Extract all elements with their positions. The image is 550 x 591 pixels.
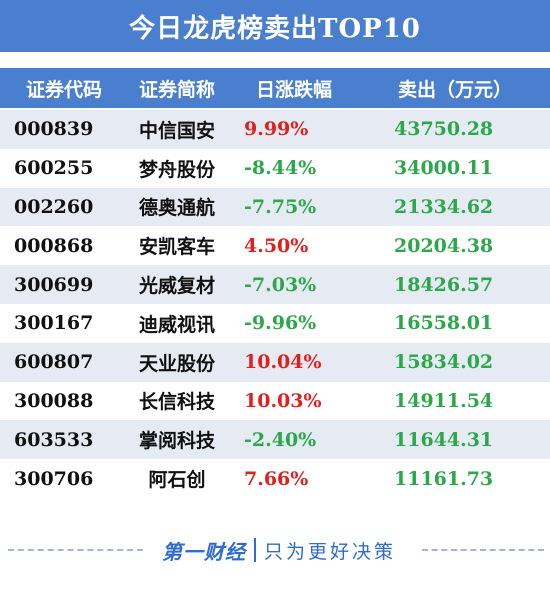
change-cell: 10.04%	[244, 351, 322, 374]
sell-cell: 16558.01	[394, 312, 494, 335]
sell-cell: 18426.57	[394, 273, 494, 296]
page-title: 今日龙虎榜卖出TOP10	[0, 0, 550, 52]
change-cell: -7.03%	[244, 273, 317, 296]
table-row: 002260 德奥通航 -7.75% 21334.62	[0, 187, 550, 227]
change-cell: 9.99%	[244, 118, 309, 141]
table-body: 000839 中信国安 9.99% 43750.28 600255 梦舟股份 -…	[0, 110, 550, 498]
sell-cell: 21334.62	[394, 195, 494, 218]
change-cell: -8.44%	[244, 157, 317, 180]
column-header-code: 证券代码	[25, 78, 102, 101]
change-cell: 4.50%	[244, 234, 309, 257]
name-cell: 梦舟股份	[138, 158, 215, 181]
sell-cell: 34000.11	[394, 157, 494, 180]
code-cell: 002260	[14, 195, 94, 218]
sell-cell: 11644.31	[394, 428, 494, 451]
logo-separator	[254, 538, 256, 562]
code-cell: 000868	[14, 234, 94, 257]
sell-cell: 43750.28	[394, 118, 494, 141]
change-cell: -9.96%	[244, 312, 317, 335]
brand-slogan: 只为更好决策	[264, 540, 397, 563]
table-row: 000839 中信国安 9.99% 43750.28	[0, 110, 550, 149]
table-row: 300699 光威复材 -7.03% 18426.57	[0, 265, 550, 304]
code-cell: 600255	[14, 157, 94, 180]
column-header-change: 日涨跌幅	[255, 78, 332, 101]
table-row: 600255 梦舟股份 -8.44% 34000.11	[0, 149, 550, 188]
column-header-name: 证券简称	[138, 78, 215, 101]
code-cell: 300088	[14, 389, 94, 412]
brand-name: 第一财经	[162, 539, 246, 564]
name-cell: 迪威视讯	[138, 313, 215, 336]
change-cell: -7.75%	[244, 195, 317, 218]
name-cell: 安凯客车	[138, 236, 215, 259]
code-cell: 603533	[14, 428, 94, 451]
table-row: 300088 长信科技 10.03% 14911.54	[0, 382, 550, 421]
table-row: 603533 掌阅科技 -2.40% 11644.31	[0, 420, 550, 460]
table-row: 600807 天业股份 10.04% 15834.02	[0, 342, 550, 382]
name-cell: 掌阅科技	[138, 430, 215, 453]
change-cell: 10.03%	[244, 389, 322, 412]
footer-divider-right	[422, 549, 544, 551]
table-header: 证券代码 证券简称 日涨跌幅 卖出（万元）	[0, 68, 550, 108]
footer: 第一财经 只为更好决策	[0, 530, 550, 570]
code-cell: 300699	[14, 273, 94, 296]
code-cell: 000839	[14, 118, 94, 141]
code-cell: 300706	[14, 467, 94, 490]
name-cell: 中信国安	[138, 119, 215, 142]
table-row: 300706 阿石创 7.66% 11161.73	[0, 459, 550, 498]
sell-cell: 15834.02	[394, 351, 494, 374]
table-row: 300167 迪威视讯 -9.96% 16558.01	[0, 304, 550, 343]
name-cell: 光威复材	[138, 275, 215, 298]
sell-cell: 11161.73	[394, 467, 494, 490]
name-cell: 阿石创	[148, 469, 206, 492]
column-header-sell: 卖出（万元）	[397, 78, 512, 101]
name-cell: 天业股份	[138, 352, 215, 375]
code-cell: 600807	[14, 351, 94, 374]
sell-cell: 14911.54	[394, 389, 494, 412]
code-cell: 300167	[14, 312, 94, 335]
change-cell: 7.66%	[244, 467, 309, 490]
name-cell: 长信科技	[138, 391, 215, 414]
footer-divider-left	[8, 549, 143, 551]
brand-logo: 第一财经 只为更好决策	[162, 534, 396, 566]
table-row: 000868 安凯客车 4.50% 20204.38	[0, 226, 550, 265]
name-cell: 德奥通航	[138, 197, 215, 220]
sell-cell: 20204.38	[394, 234, 494, 257]
change-cell: -2.40%	[244, 428, 317, 451]
